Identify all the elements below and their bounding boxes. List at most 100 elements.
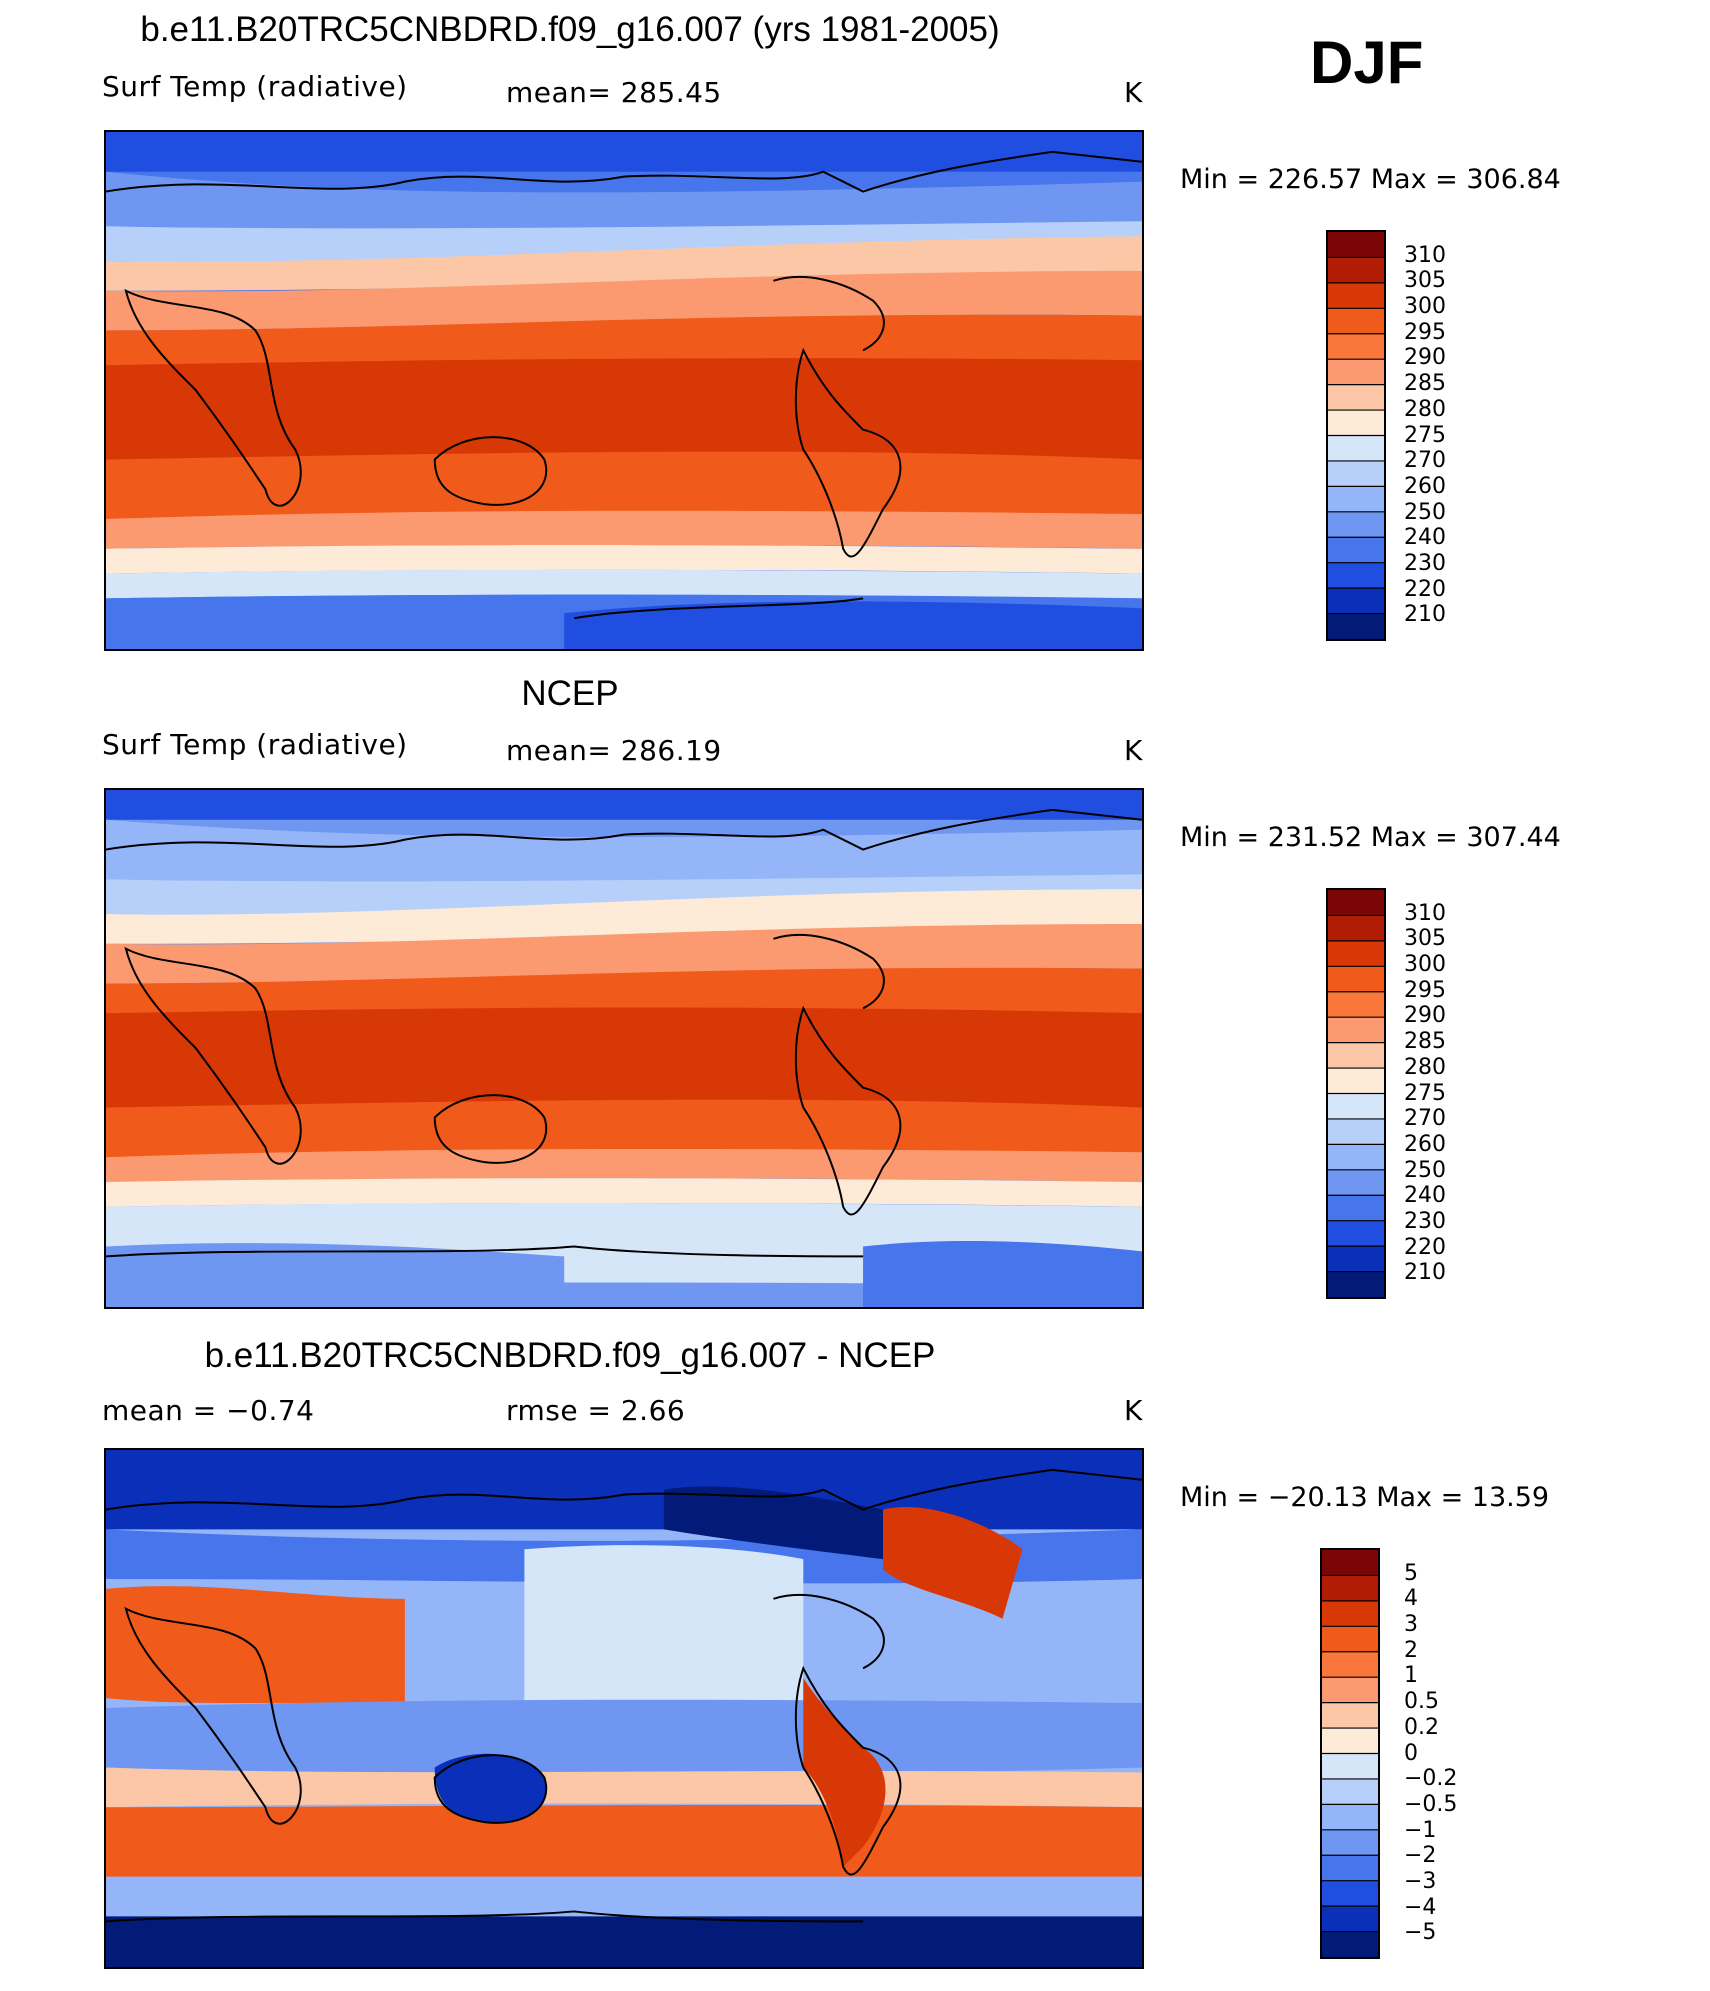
panel-2-map xyxy=(104,788,1144,1309)
panel-2-colorbar-tick-label: 275 xyxy=(1404,1080,1446,1106)
panel-1-colorbar-swatch xyxy=(1328,486,1384,513)
panel-3-colorbar-swatch xyxy=(1322,1753,1378,1780)
panel-3-map xyxy=(104,1448,1144,1969)
panel-2-colorbar-tick-label: 285 xyxy=(1404,1029,1446,1055)
panel-1-colorbar-tick-label: 240 xyxy=(1404,525,1446,551)
panel-2-colorbar-tick-label: 250 xyxy=(1404,1157,1446,1183)
panel-2-colorbar-swatch xyxy=(1328,1017,1384,1044)
panel-2-title: NCEP xyxy=(521,674,619,713)
panel-1-colorbar-swatch xyxy=(1328,410,1384,436)
panel-1-colorbar-svg xyxy=(1328,232,1384,639)
panel-1-colorbar-swatch xyxy=(1328,613,1384,639)
panel-1-colorbar-swatch xyxy=(1328,282,1384,309)
panel-1-colorbar-swatch xyxy=(1328,308,1384,335)
panel-1-map xyxy=(104,130,1144,651)
panel-3-colorbar-swatch xyxy=(1322,1702,1378,1729)
panel-2-colorbar-swatch xyxy=(1328,1195,1384,1222)
panel-3-colorbar-swatch xyxy=(1322,1855,1378,1882)
panel-3-colorbar-tick-label: 5 xyxy=(1404,1560,1418,1586)
panel-1-title: b.e11.B20TRC5CNBDRD.f09_g16.007 (yrs 198… xyxy=(140,10,1000,49)
panel-1-colorbar-swatch xyxy=(1328,384,1384,411)
panel-2-colorbar-tick-label: 305 xyxy=(1404,926,1446,952)
panel-3-colorbar xyxy=(1320,1548,1380,1959)
panel-1-colorbar-swatch xyxy=(1328,511,1384,538)
panel-3-colorbar-tick-label: −1 xyxy=(1404,1817,1437,1843)
panel-2-colorbar xyxy=(1326,888,1386,1299)
panel-1-mean-label: mean= 285.45 xyxy=(506,76,722,109)
panel-2-min-max: Min = 231.52 Max = 307.44 xyxy=(1180,822,1561,853)
panel-1-colorbar-tick-label: 230 xyxy=(1404,550,1446,576)
panel-2-colorbar-swatch xyxy=(1328,991,1384,1018)
panel-2-mean-label: mean= 286.19 xyxy=(506,734,722,767)
panel-3-colorbar-swatch xyxy=(1322,1677,1378,1704)
panel-2-colorbar-tick-label: 290 xyxy=(1404,1003,1446,1029)
panel-2-variable-label: Surf Temp (radiative) xyxy=(102,728,408,761)
panel-2-colorbar-swatch xyxy=(1328,915,1384,942)
panel-2-colorbar-svg xyxy=(1328,890,1384,1297)
panel-1-colorbar-tick-label: 290 xyxy=(1404,345,1446,371)
panel-2-colorbar-tick-label: 230 xyxy=(1404,1208,1446,1234)
panel-1-colorbar-swatch xyxy=(1328,359,1384,386)
panel-3-colorbar-tick-label: 2 xyxy=(1404,1637,1418,1663)
panel-1-colorbar-swatch xyxy=(1328,588,1384,615)
panel-1-colorbar-tick-label: 220 xyxy=(1404,576,1446,602)
panel-1-colorbar-tick-label: 300 xyxy=(1404,294,1446,320)
panel-1-colorbar-swatch xyxy=(1328,537,1384,564)
panel-3-colorbar-swatch xyxy=(1322,1906,1378,1933)
panel-3-map-svg xyxy=(106,1450,1142,1967)
panel-3-colorbar-tick-label: −3 xyxy=(1404,1868,1437,1894)
panel-1-colorbar-tick-label: 270 xyxy=(1404,448,1446,474)
panel-3-colorbar-swatch xyxy=(1322,1778,1378,1805)
panel-2-colorbar-swatch xyxy=(1328,1220,1384,1247)
panel-3-colorbar-tick-label: −0.2 xyxy=(1404,1766,1458,1792)
panel-1-map-svg xyxy=(106,132,1142,649)
panel-2-colorbar-swatch xyxy=(1328,1093,1384,1120)
panel-3-colorbar-tick-label: −2 xyxy=(1404,1843,1437,1869)
panel-3-colorbar-tick-label: 1 xyxy=(1404,1663,1418,1689)
panel-2-colorbar-tick-label: 240 xyxy=(1404,1183,1446,1209)
panel-3-colorbar-tick-label: 0.5 xyxy=(1404,1689,1439,1715)
panel-1-colorbar-swatch xyxy=(1328,257,1384,284)
panel-1-colorbar-swatch xyxy=(1328,460,1384,487)
panel-2-map-svg xyxy=(106,790,1142,1307)
panel-2-colorbar-swatch xyxy=(1328,890,1384,916)
panel-1-colorbar xyxy=(1326,230,1386,641)
panel-1-colorbar-tick-label: 280 xyxy=(1404,396,1446,422)
panel-3-colorbar-tick-label: 3 xyxy=(1404,1612,1418,1638)
panel-3-colorbar-swatch xyxy=(1322,1728,1378,1754)
season-label: DJF xyxy=(1310,29,1424,96)
panel-3-rmse-label: rmse = 2.66 xyxy=(506,1394,686,1427)
panel-1-colorbar-tick-label: 250 xyxy=(1404,499,1446,525)
panel-2-colorbar-swatch xyxy=(1328,940,1384,967)
panel-1-colorbar-swatch xyxy=(1328,333,1384,360)
panel-2-units: K xyxy=(1124,734,1143,767)
panel-3-min-max: Min = −20.13 Max = 13.59 xyxy=(1180,1482,1550,1513)
panel-2-colorbar-swatch xyxy=(1328,1144,1384,1171)
panel-1-variable-label: Surf Temp (radiative) xyxy=(102,70,408,103)
panel-3-colorbar-swatch xyxy=(1322,1829,1378,1856)
panel-3-colorbar-tick-label: −5 xyxy=(1404,1920,1437,1946)
panel-3-colorbar-swatch xyxy=(1322,1880,1378,1907)
panel-2-colorbar-tick-label: 300 xyxy=(1404,952,1446,978)
panel-3-colorbar-tick-label: 4 xyxy=(1404,1586,1418,1612)
panel-3-colorbar-tick-label: −4 xyxy=(1404,1894,1437,1920)
panel-3-colorbar-tick-label: 0.2 xyxy=(1404,1714,1439,1740)
panel-3-mean-label: mean = −0.74 xyxy=(102,1394,315,1427)
panel-2-colorbar-swatch xyxy=(1328,1118,1384,1145)
panel-2-colorbar-tick-label: 295 xyxy=(1404,977,1446,1003)
panel-2-colorbar-tick-label: 270 xyxy=(1404,1106,1446,1132)
panel-3-colorbar-swatch xyxy=(1322,1626,1378,1653)
panel-2-colorbar-tick-label: 260 xyxy=(1404,1131,1446,1157)
panel-2-colorbar-swatch xyxy=(1328,966,1384,993)
panel-1-colorbar-tick-label: 305 xyxy=(1404,268,1446,294)
panel-3-colorbar-swatch xyxy=(1322,1651,1378,1678)
panel-2-colorbar-swatch xyxy=(1328,1169,1384,1196)
panel-1-colorbar-tick-label: 310 xyxy=(1404,242,1446,268)
panel-2-colorbar-swatch xyxy=(1328,1068,1384,1094)
panel-2-colorbar-tick-label: 220 xyxy=(1404,1234,1446,1260)
panel-1-colorbar-swatch xyxy=(1328,562,1384,589)
panel-1-units: K xyxy=(1124,76,1143,109)
panel-2-colorbar-tick-label: 210 xyxy=(1404,1260,1446,1286)
panel-2-colorbar-tick-label: 280 xyxy=(1404,1054,1446,1080)
panel-3-colorbar-swatch xyxy=(1322,1550,1378,1576)
